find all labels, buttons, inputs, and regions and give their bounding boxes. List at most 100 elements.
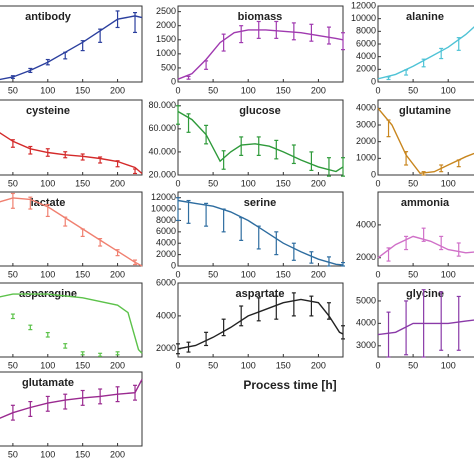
error-bar: [309, 251, 314, 264]
x-tick-label: 0: [375, 269, 380, 279]
error-bar: [326, 256, 331, 267]
panel: 050100150200cysteine: [0, 99, 143, 188]
y-tick-label: 0: [171, 76, 176, 86]
y-tick-label: 4000: [356, 103, 376, 113]
error-bar: [10, 75, 15, 79]
error-bar: [309, 295, 314, 317]
error-bar: [28, 324, 33, 331]
error-bar: [239, 305, 244, 327]
error-bar: [326, 157, 331, 177]
error-bar: [456, 295, 461, 351]
error-bar: [98, 352, 103, 357]
model-line: [177, 29, 344, 80]
y-tick-label: 1000: [156, 48, 176, 58]
error-bar: [28, 67, 33, 74]
plot-frame: [0, 282, 143, 358]
error-bar: [421, 227, 426, 242]
x-tick-label: 150: [276, 178, 291, 188]
plot-frame: [0, 191, 143, 267]
x-tick-label: 100: [441, 85, 456, 95]
y-tick-label: 4000: [356, 219, 376, 229]
x-tick-label: 100: [241, 360, 256, 370]
x-tick-label: 200: [311, 360, 326, 370]
error-bar: [309, 151, 314, 171]
error-bar: [204, 124, 209, 145]
error-bar: [456, 242, 461, 257]
error-bar: [291, 22, 296, 41]
panel: 0 50 100 150 200 2000 4000 6000 aspartate: [156, 277, 345, 370]
error-bar: [456, 159, 461, 168]
x-tick-label: 100: [40, 178, 55, 188]
y-tick-label: 8000: [356, 26, 376, 36]
x-tick-label: 50: [8, 449, 18, 459]
error-bar: [28, 196, 33, 210]
model-line: [0, 132, 143, 175]
error-bar: [239, 217, 244, 241]
panel-title: alanine: [406, 11, 444, 23]
x-tick-label: 0: [375, 85, 380, 95]
x-tick-label: 150: [276, 85, 291, 95]
error-bar: [176, 197, 180, 222]
x-tick-label: 50: [408, 269, 418, 279]
x-tick-label: 200: [110, 360, 125, 370]
plot-frame: [177, 191, 344, 267]
y-tick-label: 500: [161, 62, 176, 72]
y-tick-label: 5000: [356, 295, 376, 305]
model-line: [177, 298, 344, 350]
error-bar: [204, 60, 209, 70]
error-bar: [133, 12, 138, 34]
y-tick-label: 80.000: [148, 100, 176, 110]
y-tick-label: 2000: [156, 343, 176, 353]
error-bar: [404, 151, 409, 166]
error-bar: [386, 311, 391, 358]
error-bar: [186, 75, 191, 80]
error-bar: [98, 388, 103, 405]
x-tick-label: 0: [175, 85, 180, 95]
error-bar: [291, 144, 296, 165]
y-tick-label: 3000: [356, 119, 376, 129]
x-tick-label: 200: [311, 85, 326, 95]
error-bar: [341, 325, 345, 340]
plot-frame: [377, 282, 474, 358]
error-bar: [341, 157, 345, 177]
y-tick-label: 20.000: [148, 169, 176, 179]
x-tick-label: 50: [208, 360, 218, 370]
x-tick-label: 50: [8, 85, 18, 95]
model-line: [0, 293, 143, 354]
x-tick-label: 100: [40, 269, 55, 279]
y-tick-label: 4000: [156, 238, 176, 248]
error-bar: [98, 238, 103, 247]
x-tick-label: 100: [241, 85, 256, 95]
x-tick-label: 50: [208, 178, 218, 188]
error-bar: [221, 150, 226, 170]
error-bar: [404, 69, 409, 76]
x-tick-label: 100: [40, 85, 55, 95]
x-axis-label: Process time [h]: [243, 378, 336, 392]
x-tick-label: 150: [75, 178, 90, 188]
y-tick-label: 0: [371, 76, 376, 86]
error-bar: [274, 295, 279, 320]
error-bar: [274, 20, 279, 39]
x-tick-label: 150: [75, 360, 90, 370]
plot-frame: [0, 5, 143, 83]
error-bar: [176, 343, 180, 355]
error-bar: [115, 386, 120, 403]
x-tick-label: 100: [441, 360, 456, 370]
x-tick-label: 50: [208, 85, 218, 95]
panel-title: serine: [244, 197, 276, 209]
x-tick-label: 100: [241, 178, 256, 188]
error-bar: [221, 318, 226, 337]
y-tick-label: 60.000: [148, 123, 176, 133]
error-bar: [421, 58, 426, 68]
y-tick-label: 10000: [151, 203, 176, 213]
x-tick-label: 50: [408, 178, 418, 188]
x-tick-label: 150: [75, 85, 90, 95]
panel-title: biomass: [238, 11, 283, 23]
error-bar: [45, 395, 50, 412]
error-bar: [45, 58, 50, 66]
panel-title: glutamine: [399, 105, 451, 117]
error-bar: [98, 28, 103, 43]
error-bar: [421, 289, 426, 358]
x-tick-label: 100: [441, 269, 456, 279]
